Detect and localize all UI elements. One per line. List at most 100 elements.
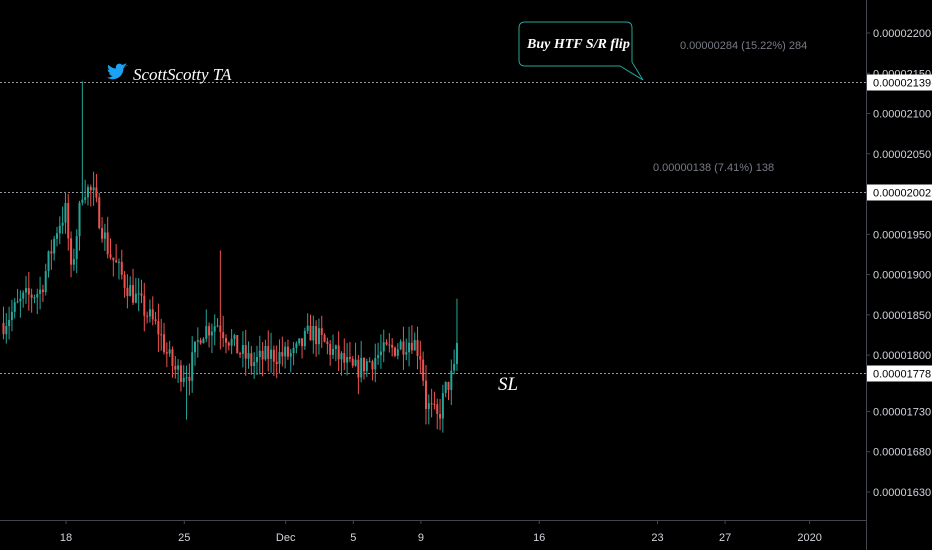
candle	[351, 356, 354, 368]
candle	[309, 314, 312, 341]
candle-body	[309, 325, 312, 341]
candle-body	[264, 346, 267, 360]
candle-body	[22, 292, 25, 299]
candle-body	[447, 382, 450, 390]
candle	[27, 271, 30, 311]
candle-body	[450, 370, 453, 390]
candle	[365, 358, 368, 377]
candle	[323, 333, 326, 343]
candle	[388, 333, 391, 353]
candle	[47, 250, 50, 278]
candle-body	[230, 338, 233, 346]
candle-body	[402, 341, 405, 355]
candle	[55, 226, 58, 247]
candle	[261, 342, 264, 377]
candle-body	[41, 289, 44, 293]
candle	[413, 332, 416, 351]
candle-body	[236, 335, 239, 354]
x-axis-ticks: 18 25 Dec 5 9 16 23 27 2020	[60, 520, 822, 544]
author-name: ScottScotty TA	[133, 65, 232, 84]
candle-body	[284, 346, 287, 357]
candle	[354, 342, 357, 367]
candle-body	[163, 334, 166, 353]
candle-body	[348, 357, 351, 359]
candle-body	[374, 357, 377, 370]
x-tick-label: Dec	[276, 532, 296, 544]
candle	[132, 268, 135, 306]
candle-body	[382, 342, 385, 352]
y-tick-label: 0.00001680	[873, 447, 931, 459]
x-tick-label: 23	[651, 532, 663, 544]
candle	[19, 290, 22, 318]
candle	[444, 381, 447, 398]
candle-body	[255, 357, 258, 363]
candle-body	[109, 254, 112, 258]
level-badge-label: 0.00001778	[873, 369, 931, 381]
candle	[320, 315, 323, 348]
candle-body	[410, 342, 413, 351]
candle	[30, 288, 33, 313]
measurement-label-1: 0.00000284 (15.22%) 284	[680, 40, 807, 52]
candle-body	[453, 364, 456, 371]
candle	[134, 277, 137, 304]
candle	[151, 296, 154, 326]
candle	[171, 346, 174, 378]
candle	[194, 341, 197, 366]
candle-body	[303, 330, 306, 347]
candle-body	[30, 294, 33, 298]
candle-body	[199, 340, 202, 344]
candle	[148, 299, 151, 323]
candle	[75, 229, 78, 274]
candle	[16, 289, 19, 304]
candle	[165, 342, 168, 368]
candle	[208, 322, 211, 348]
candle	[120, 249, 123, 280]
y-tick-label: 0.00001800	[873, 350, 931, 362]
candle	[174, 356, 177, 379]
candle	[360, 340, 363, 383]
candle	[399, 339, 402, 351]
candle	[278, 339, 281, 374]
candle-body	[10, 311, 13, 321]
candle	[343, 338, 346, 371]
candle-body	[202, 338, 205, 344]
candle-body	[244, 345, 247, 359]
candle-body	[92, 187, 95, 191]
candle	[25, 275, 28, 304]
candle-body	[363, 357, 366, 372]
candle	[371, 359, 374, 381]
candle-body	[179, 365, 182, 382]
candle-body	[340, 353, 343, 360]
candle-body	[112, 257, 115, 261]
candle	[357, 355, 360, 395]
candle-body	[261, 350, 264, 360]
candle-body	[419, 356, 422, 360]
candlestick-series	[2, 81, 458, 433]
candle-body	[295, 343, 298, 348]
candle-body	[439, 413, 442, 419]
candle-body	[391, 344, 394, 348]
candle-body	[371, 361, 374, 370]
candle	[286, 339, 289, 360]
candle-body	[171, 349, 174, 366]
candle-body	[301, 338, 304, 347]
x-tick-label: 18	[60, 532, 72, 544]
candle	[439, 399, 442, 431]
candle-body	[388, 344, 391, 346]
candle	[447, 381, 450, 401]
candle	[385, 339, 388, 346]
candle-body	[143, 295, 146, 316]
stop-loss-label: SL	[498, 374, 518, 395]
candle-body	[351, 358, 354, 366]
candle	[275, 345, 278, 379]
candle-body	[430, 403, 433, 405]
y-tick-label: 0.00001950	[873, 229, 931, 241]
candle	[86, 184, 89, 206]
candle	[241, 331, 244, 368]
candle	[253, 352, 256, 379]
candle	[191, 336, 194, 393]
candle-body	[19, 298, 22, 302]
y-tick-label: 0.00001850	[873, 310, 931, 322]
candle-body	[89, 187, 92, 191]
